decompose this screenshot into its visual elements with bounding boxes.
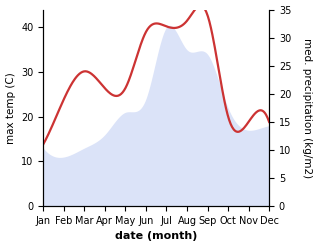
Y-axis label: med. precipitation (kg/m2): med. precipitation (kg/m2)	[302, 38, 313, 178]
X-axis label: date (month): date (month)	[115, 231, 197, 242]
Y-axis label: max temp (C): max temp (C)	[5, 72, 16, 144]
